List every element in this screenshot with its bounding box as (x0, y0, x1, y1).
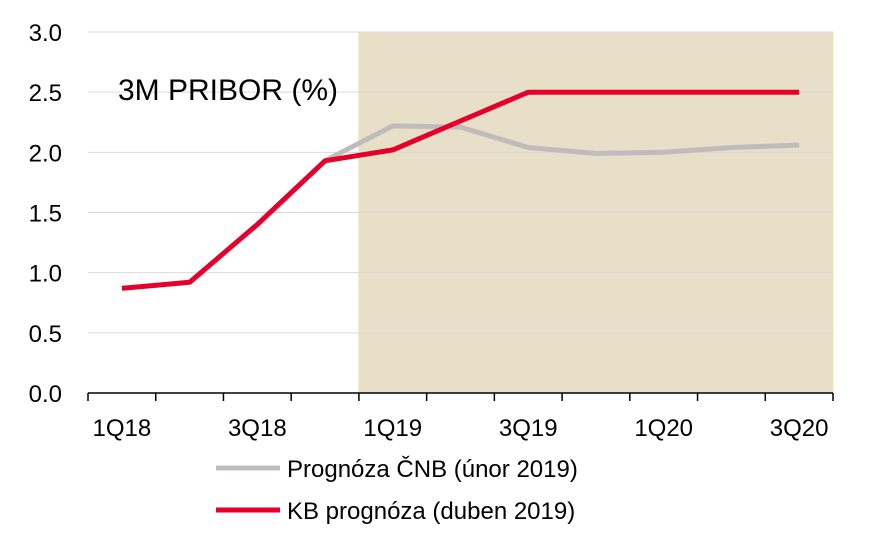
y-tick-label: 1.5 (29, 201, 62, 228)
series-line-1 (323, 123, 800, 164)
y-tick-label: 1.0 (29, 261, 62, 288)
y-tick-label: 0.5 (29, 321, 62, 348)
x-tick-label: 3Q19 (499, 415, 558, 442)
legend-label-1: Prognóza ČNB (únor 2019) (287, 455, 578, 483)
x-tick-label: 3Q20 (770, 415, 829, 442)
x-tick-label: 1Q19 (363, 415, 422, 442)
y-tick-label: 0.0 (29, 381, 62, 408)
y-tick-label: 2.0 (29, 140, 62, 167)
series-line-2 (121, 89, 800, 291)
legend-label-2: KB prognóza (duben 2019) (287, 498, 575, 525)
chart-title: 3M PRIBOR (%) (118, 74, 338, 107)
x-tick-label: 1Q20 (634, 415, 693, 442)
x-tick-label: 3Q18 (228, 415, 287, 442)
x-tick-label: 1Q18 (93, 415, 152, 442)
y-tick-label: 2.5 (29, 80, 62, 107)
y-tick-label: 3.0 (29, 20, 62, 47)
